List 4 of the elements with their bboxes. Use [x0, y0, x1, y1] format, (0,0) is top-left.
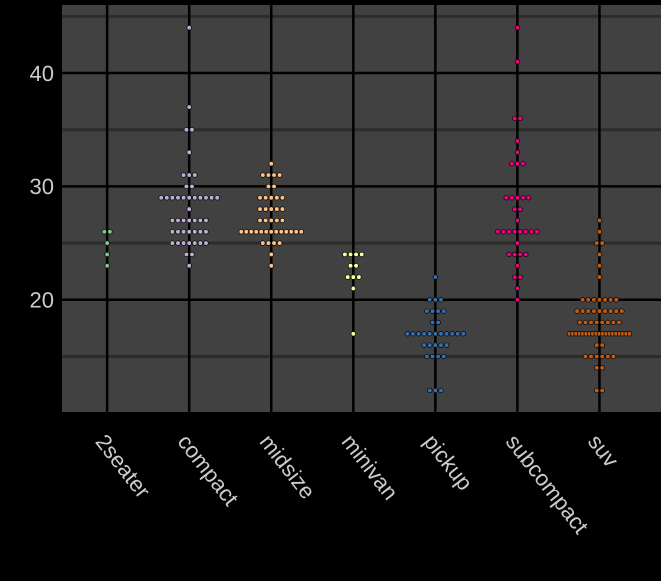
x-tick-label: suv — [582, 430, 624, 472]
y-tick-label: 40 — [30, 60, 54, 86]
y-tick-label: 30 — [30, 174, 54, 200]
y-tick-label: 20 — [30, 288, 54, 313]
